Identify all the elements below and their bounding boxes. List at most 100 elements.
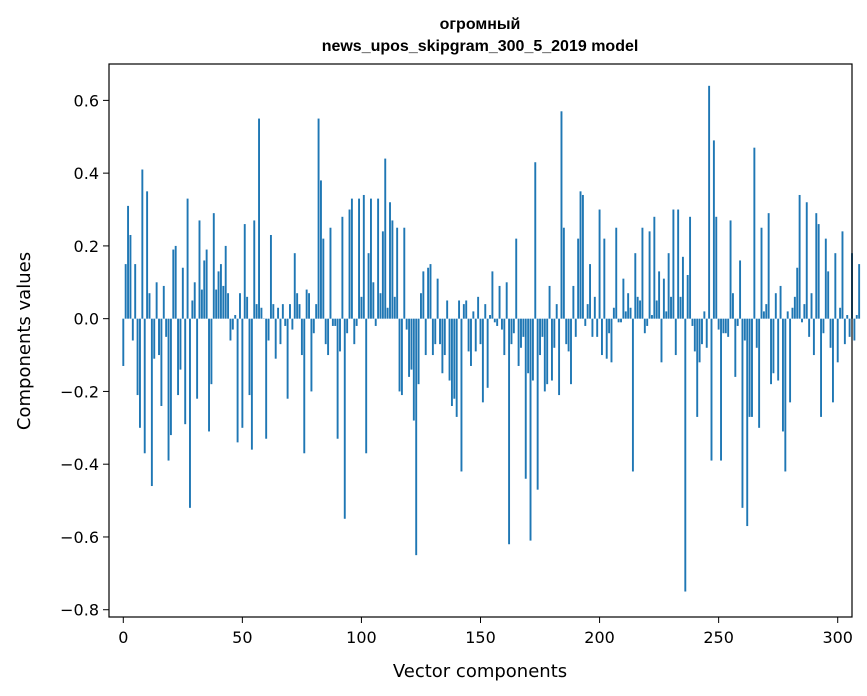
bar-176 — [541, 318, 544, 337]
bar-32 — [198, 220, 201, 319]
bar-135 — [443, 318, 446, 356]
bar-133 — [439, 318, 441, 345]
bar-36 — [208, 318, 210, 432]
bar-252 — [722, 318, 725, 334]
x-tick-label: 300 — [822, 628, 853, 647]
bar-260 — [741, 318, 744, 508]
bar-115 — [396, 227, 399, 319]
bar-256 — [731, 293, 734, 319]
y-tick-label: 0.0 — [74, 310, 99, 329]
bar-155 — [491, 271, 494, 319]
bar-35 — [205, 249, 208, 319]
bar-11 — [148, 293, 151, 319]
bar-251 — [720, 318, 722, 461]
bar-148 — [474, 318, 477, 352]
bar-74 — [298, 304, 301, 319]
bar-145 — [467, 318, 470, 352]
bar-158 — [498, 285, 501, 319]
bar-1 — [124, 264, 127, 319]
bar-95 — [348, 209, 351, 319]
bar-277 — [781, 318, 784, 432]
bar-283 — [796, 267, 799, 319]
bar-259 — [739, 260, 742, 319]
bar-55 — [253, 220, 256, 319]
bar-127 — [424, 318, 427, 356]
bar-237 — [686, 275, 689, 319]
y-tick-label: 0.6 — [74, 91, 99, 110]
bar-8 — [141, 169, 144, 319]
bar-231 — [672, 209, 675, 319]
bar-173 — [534, 162, 537, 319]
bar-240 — [693, 318, 696, 352]
bar-63 — [272, 304, 275, 319]
bar-273 — [772, 318, 775, 374]
bar-16 — [160, 318, 163, 406]
bar-213 — [629, 307, 632, 319]
bar-230 — [670, 296, 672, 319]
bar-210 — [622, 278, 625, 319]
bar-226 — [660, 318, 663, 363]
bar-206 — [612, 307, 615, 319]
bar-22 — [174, 245, 177, 319]
bar-301 — [839, 307, 842, 319]
bar-199 — [596, 318, 599, 337]
bar-125 — [420, 293, 422, 319]
bar-288 — [808, 318, 811, 337]
bar-184 — [560, 111, 563, 319]
bar-114 — [393, 296, 396, 319]
bar-274 — [774, 293, 777, 319]
bar-9 — [143, 318, 146, 454]
bar-80 — [312, 318, 315, 334]
x-tick-label: 250 — [703, 628, 734, 647]
bar-172 — [531, 318, 534, 381]
bar-129 — [429, 264, 432, 319]
bar-257 — [734, 318, 737, 377]
bar-287 — [805, 202, 808, 319]
bar-34 — [203, 260, 206, 319]
bar-167 — [520, 318, 522, 348]
bar-268 — [760, 227, 763, 319]
bar-270 — [765, 304, 768, 319]
bar-66 — [279, 318, 282, 345]
bar-53 — [248, 318, 251, 396]
bar-279 — [786, 311, 789, 319]
bar-211 — [624, 311, 627, 319]
x-axis-label: Vector components — [393, 661, 567, 682]
bar-121 — [410, 318, 413, 370]
bar-149 — [477, 296, 480, 319]
bar-107 — [377, 198, 380, 319]
bar-139 — [453, 318, 456, 399]
bar-267 — [758, 318, 761, 428]
bar-64 — [274, 318, 277, 359]
bar-14 — [155, 282, 158, 319]
bar-112 — [389, 202, 391, 319]
bar-250 — [717, 318, 720, 330]
bar-275 — [777, 318, 780, 381]
bar-12 — [150, 318, 153, 487]
bar-235 — [681, 256, 684, 319]
bar-29 — [191, 300, 194, 319]
bar-71 — [291, 318, 294, 330]
bar-224 — [655, 300, 658, 319]
bar-160 — [503, 318, 506, 356]
bar-77 — [305, 289, 308, 319]
plot-frame — [108, 63, 853, 618]
bar-295 — [824, 238, 827, 319]
bar-52 — [246, 296, 249, 319]
bar-122 — [412, 318, 415, 421]
bar-40 — [217, 271, 220, 319]
bar-141 — [458, 300, 461, 319]
bar-159 — [500, 318, 503, 330]
bar-220 — [646, 318, 649, 326]
bar-76 — [303, 318, 306, 454]
bar-28 — [189, 318, 191, 508]
bar-91 — [339, 318, 341, 352]
bar-203 — [605, 318, 608, 359]
bar-194 — [584, 318, 587, 326]
bar-204 — [608, 318, 611, 334]
bar-182 — [555, 304, 558, 319]
bar-305 — [848, 318, 851, 337]
bar-285 — [801, 318, 803, 323]
bar-78 — [308, 293, 310, 319]
bar-263 — [748, 318, 751, 417]
